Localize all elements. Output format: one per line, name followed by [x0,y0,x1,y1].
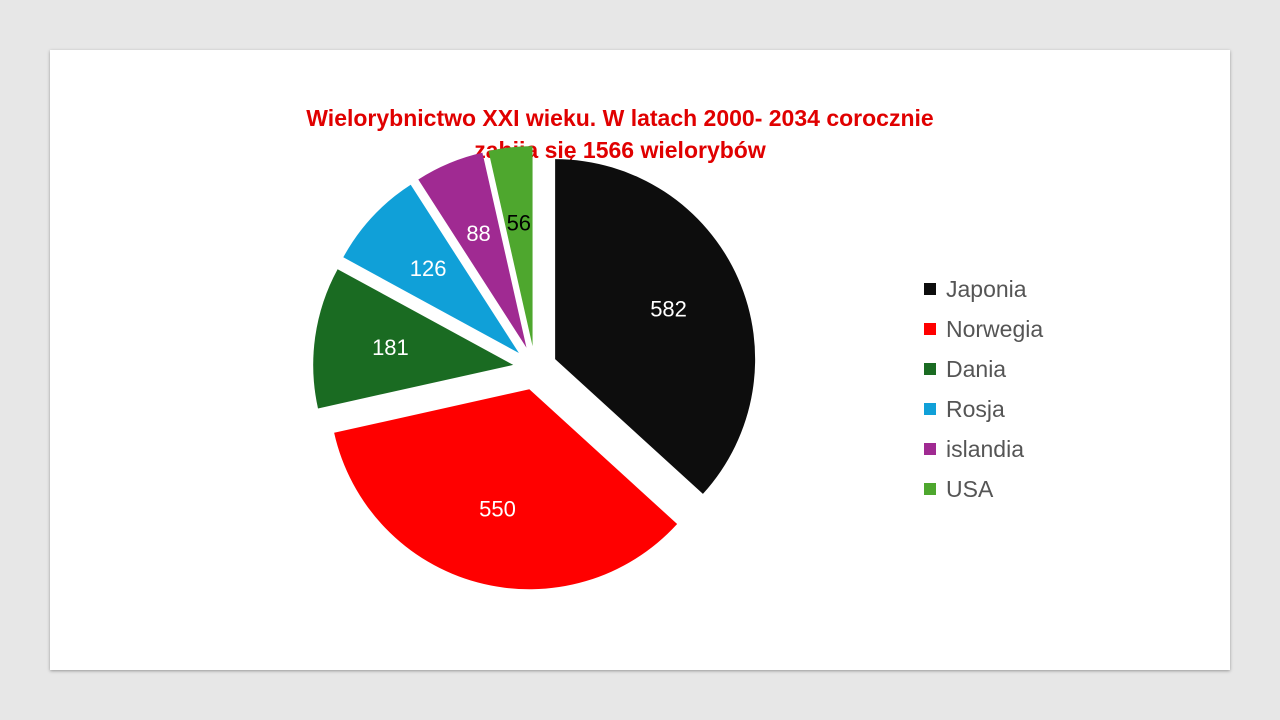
legend-swatch [924,283,936,295]
data-label-dania: 181 [372,335,409,360]
legend-label: Japonia [946,275,1027,302]
legend-item-japonia: Japonia [924,269,1144,309]
legend-item-islandia: islandia [924,429,1144,469]
legend-swatch [924,363,936,375]
legend-label: USA [946,475,994,502]
legend-item-norwegia: Norwegia [924,309,1144,349]
legend-swatch [924,443,936,455]
legend-label: Rosja [946,395,1005,422]
slide-canvas: Wielorybnictwo XXI wieku. W latach 2000-… [50,50,1230,670]
data-label-islandia: 88 [466,221,490,246]
pie-chart: 582 550 181 126 88 56 [313,146,756,590]
pie-slice-rosja [343,184,519,354]
legend-swatch [924,403,936,415]
chart-title-line-1: Wielorybnictwo XXI wieku. W latach 2000-… [306,105,934,131]
data-label-rosja: 126 [410,256,447,281]
chart-legend: Japonia Norwegia Dania Rosja islandia USA [924,269,1144,509]
legend-item-rosja: Rosja [924,389,1144,429]
data-label-japonia: 582 [650,297,687,322]
data-label-usa: 56 [507,210,531,235]
legend-swatch [924,323,936,335]
legend-label: Dania [946,355,1007,382]
chart-title: Wielorybnictwo XXI wieku. W latach 2000-… [50,102,1190,166]
pie-slice-islandia [418,152,527,348]
legend-item-usa: USA [924,469,1144,509]
legend-label: islandia [946,435,1024,462]
legend-label: Norwegia [946,315,1044,342]
pie-slice-usa [488,146,533,347]
data-label-norwegia: 550 [479,497,516,522]
legend-swatch [924,483,936,495]
pie-slice-japonia [555,159,756,494]
pie-slice-norwegia [334,389,678,590]
legend-item-dania: Dania [924,349,1144,389]
pie-slice-dania [313,269,514,409]
